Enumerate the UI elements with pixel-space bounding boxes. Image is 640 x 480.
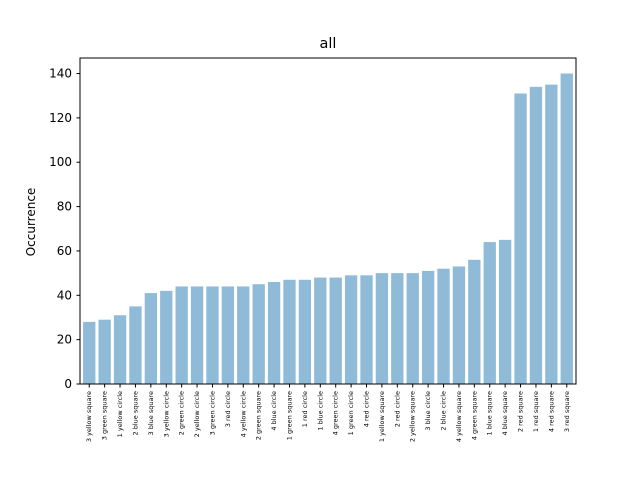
x-tick-label: 1 green circle	[347, 391, 355, 435]
x-tick-label: 3 green circle	[208, 391, 216, 435]
x-tick-label: 2 blue circle	[440, 391, 448, 431]
bar-2-blue-circle	[437, 268, 450, 384]
bar-1-blue-circle	[314, 277, 327, 384]
y-tick-label: 140	[49, 67, 72, 81]
bar-2-red-square	[514, 93, 527, 384]
x-tick-label: 2 red circle	[393, 391, 401, 427]
bar-3-red-circle	[221, 286, 235, 384]
x-tick-label: 1 yellow circle	[116, 391, 124, 437]
x-axis: 3 yellow square 3 green square 1 yellow ci…	[85, 384, 571, 442]
bar-2-red-circle	[391, 273, 404, 384]
x-tick-label: 1 green square	[285, 391, 293, 440]
bar-3-green-circle	[206, 286, 219, 384]
y-tick-label: 40	[57, 288, 72, 302]
y-tick-label: 0	[64, 377, 72, 391]
bar-4-red-circle	[360, 275, 373, 384]
x-tick-label: 4 green circle	[332, 391, 340, 435]
bar-1-yellow-square	[375, 273, 389, 384]
x-tick-label: 4 blue circle	[270, 391, 278, 431]
x-tick-label: 4 green square	[470, 391, 478, 440]
bar-3-red-square	[560, 73, 573, 385]
bar-4-blue-circle	[267, 281, 281, 384]
bar-2-yellow-circle	[190, 286, 204, 384]
x-tick-label: 1 yellow square	[378, 391, 386, 442]
x-tick-label: 4 yellow circle	[239, 391, 247, 437]
y-tick-label: 80	[57, 200, 72, 214]
x-tick-label: 4 red circle	[363, 391, 371, 427]
x-tick-label: 1 blue circle	[316, 391, 324, 431]
x-tick-label: 1 red square	[532, 391, 540, 432]
bar-3-blue-circle	[421, 270, 435, 384]
bar-4-red-square	[545, 84, 558, 385]
x-tick-label: 4 red square	[547, 391, 555, 432]
x-tick-label: 3 blue square	[147, 391, 155, 435]
x-tick-label: 1 blue square	[486, 391, 494, 435]
x-tick-label: 3 green square	[101, 391, 109, 440]
y-tick-label: 60	[57, 244, 72, 258]
bar-2-green-square	[252, 284, 265, 384]
x-tick-label: 2 yellow circle	[193, 391, 201, 437]
bar-3-yellow-circle	[160, 290, 173, 384]
bar-1-blue-square	[483, 242, 496, 384]
plot-frame	[79, 57, 577, 385]
y-tick-label: 20	[57, 333, 72, 347]
bar-1-green-circle	[344, 275, 358, 384]
bar-1-red-square	[529, 86, 543, 384]
x-tick-label: 3 yellow square	[85, 391, 93, 442]
bar-4-yellow-square	[452, 266, 466, 384]
y-tick-label: 120	[49, 111, 72, 125]
x-tick-label: 3 red square	[563, 391, 571, 432]
bar-1-green-square	[283, 279, 296, 384]
bar-3-green-square	[98, 319, 111, 384]
x-tick-label: 2 green circle	[178, 391, 186, 435]
x-tick-label: 1 red circle	[301, 391, 309, 427]
bar-4-green-square	[468, 259, 481, 384]
y-axis-label: Occurrence	[24, 188, 38, 257]
bar-1-red-circle	[298, 279, 312, 384]
x-tick-label: 3 red circle	[224, 391, 232, 427]
bar-2-blue-square	[129, 306, 142, 384]
bar-3-yellow-square	[83, 321, 96, 384]
x-tick-label: 4 blue square	[501, 391, 509, 435]
y-tick-label: 100	[49, 155, 72, 169]
bar-1-yellow-circle	[113, 315, 127, 384]
x-tick-label: 4 yellow square	[455, 391, 463, 442]
x-tick-label: 2 green square	[255, 391, 263, 440]
x-tick-label: 3 yellow circle	[162, 391, 170, 437]
bar-4-yellow-circle	[237, 286, 250, 384]
y-axis: 0 20 40 60 80 100 120 140	[49, 67, 80, 391]
bar-3-blue-square	[144, 293, 158, 384]
bar-2-yellow-square	[406, 273, 419, 384]
bar-4-blue-square	[498, 239, 512, 384]
chart-title: all	[320, 36, 337, 52]
x-tick-label: 2 red square	[517, 391, 525, 432]
bar-2-green-circle	[175, 286, 188, 384]
x-tick-label: 2 yellow square	[409, 391, 417, 442]
bars-group	[83, 73, 573, 385]
bar-4-green-circle	[329, 277, 342, 384]
x-tick-label: 3 blue circle	[424, 391, 432, 431]
x-tick-label: 2 blue square	[131, 391, 139, 435]
